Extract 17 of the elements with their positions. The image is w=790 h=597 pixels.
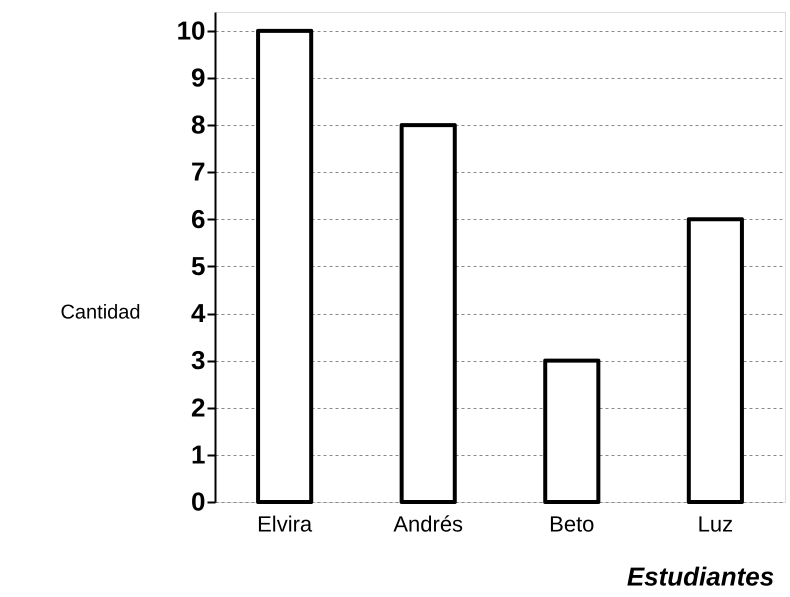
x-tick-label: Andrés: [393, 512, 464, 536]
y-tick-label: 3: [191, 345, 206, 376]
y-tick-label: 5: [191, 250, 206, 281]
y-axis-title: Cantidad: [60, 302, 141, 324]
y-tick-label: 8: [191, 110, 206, 140]
y-tick-label: 9: [191, 62, 206, 92]
y-tick-label: 7: [191, 156, 206, 187]
y-tick-label: 6: [191, 204, 206, 234]
y-tick-label: 1: [191, 439, 206, 470]
x-tick-label: Elvira: [257, 512, 313, 536]
x-tick-label: Beto: [549, 512, 594, 536]
y-tick-label: 4: [191, 298, 206, 328]
y-tick-label: 0: [191, 486, 206, 516]
y-tick-label: 2: [191, 392, 206, 422]
x-tick-label: Luz: [698, 512, 734, 536]
y-tick-label: 10: [176, 15, 206, 46]
x-axis-title: Estudiantes: [626, 562, 774, 592]
